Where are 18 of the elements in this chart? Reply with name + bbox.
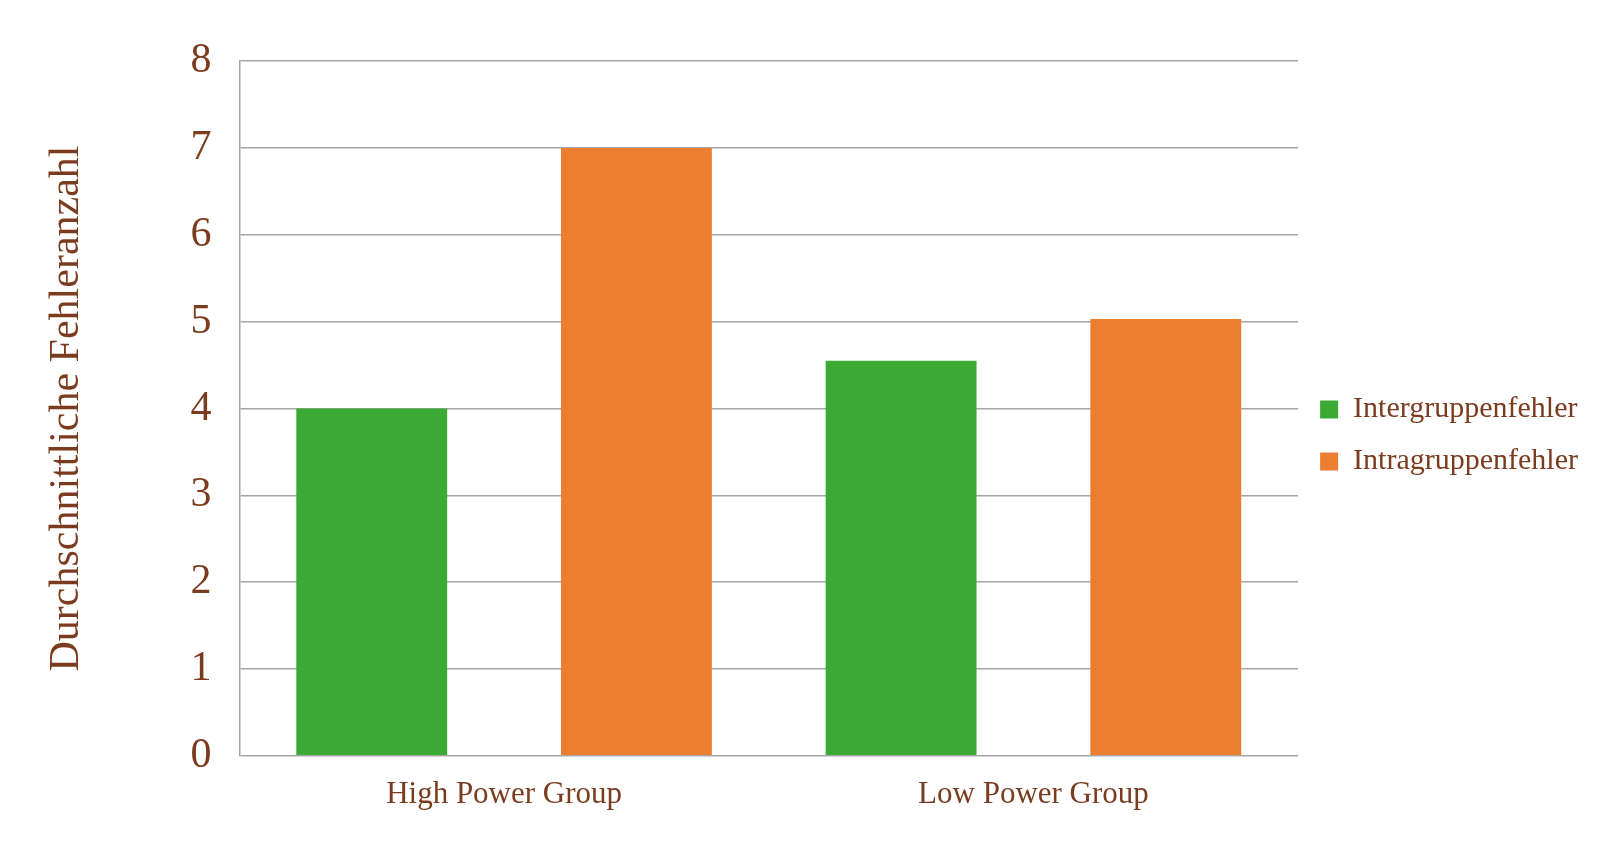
bar: [1090, 319, 1242, 756]
y-tick-label: 2: [190, 556, 212, 603]
y-tick-label: 1: [190, 643, 212, 690]
legend-label: Intragruppenfehler: [1353, 442, 1579, 476]
legend-label: Intergruppenfehler: [1353, 390, 1578, 424]
y-axis-title: Durchschnittliche Fehleranzahl: [41, 145, 88, 672]
y-tick-label: 5: [190, 295, 212, 342]
y-tick-label: 3: [190, 469, 212, 516]
bar: [560, 148, 712, 756]
y-tick-label: 0: [190, 729, 212, 776]
x-tick-label: Low Power Group: [918, 774, 1149, 810]
y-tick-label: 4: [190, 382, 212, 429]
y-tick-label: 6: [190, 208, 212, 255]
y-tick-label: 7: [190, 122, 212, 169]
bar: [296, 408, 448, 756]
x-tick-label: High Power Group: [386, 774, 623, 810]
y-tick-label: 8: [190, 35, 212, 82]
bar: [825, 360, 977, 756]
